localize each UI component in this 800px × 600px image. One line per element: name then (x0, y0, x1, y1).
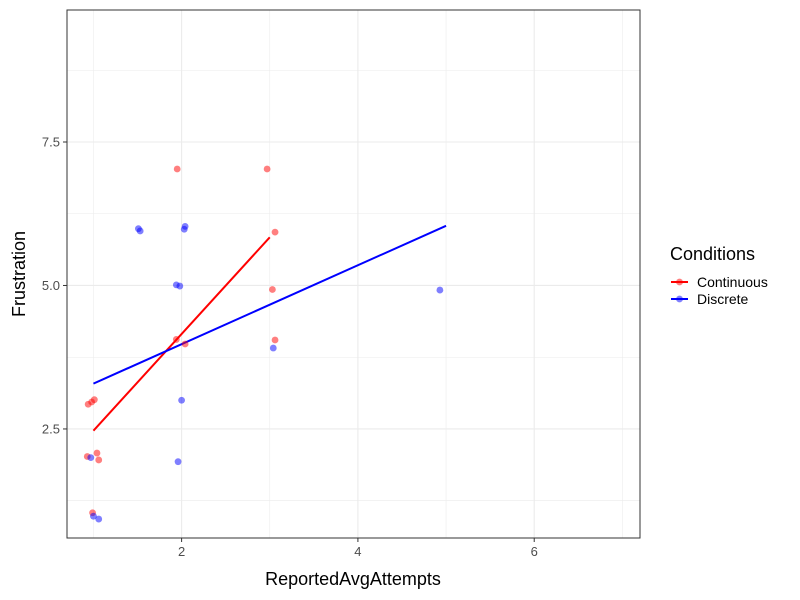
trend-line-discrete (93, 224, 447, 385)
y-tick-label: 7.5 (42, 135, 60, 150)
data-point-discrete (176, 282, 184, 290)
data-point-discrete (181, 222, 189, 230)
data-point-continuous (271, 228, 279, 236)
x-axis: 2 4 6 (178, 538, 538, 559)
legend-key-point-continuous (676, 278, 683, 286)
legend-label-discrete: Discrete (697, 291, 749, 307)
data-point-discrete (174, 458, 182, 466)
data-point-continuous (95, 456, 103, 464)
data-point-discrete (178, 396, 186, 404)
minor-gridlines (67, 10, 640, 538)
data-point-continuous (268, 286, 276, 293)
data-point-discrete (90, 512, 97, 520)
panel-border (66, 9, 641, 539)
x-axis-title: ReportedAvgAttempts (265, 569, 441, 589)
x-tick-label: 2 (178, 544, 185, 559)
y-axis-title: Frustration (9, 231, 29, 317)
data-point-continuous (173, 165, 181, 173)
data-point-continuous (93, 449, 101, 457)
y-tick-label: 2.5 (42, 421, 60, 436)
legend-label-continuous: Continuous (697, 274, 768, 290)
x-tick-label: 4 (354, 544, 361, 559)
data-point-continuous (90, 396, 98, 404)
legend-key-point-discrete (676, 295, 683, 303)
trend-line-continuous (92, 236, 271, 432)
trend-lines (92, 224, 447, 432)
data-point-discrete (269, 344, 277, 352)
major-gridlines (67, 10, 640, 538)
panel-background (67, 10, 640, 538)
data-point-discrete (436, 286, 444, 294)
y-tick-label: 5.0 (42, 278, 60, 293)
data-point-discrete (136, 227, 144, 235)
data-point-continuous (263, 165, 271, 173)
data-point-continuous (172, 336, 180, 343)
data-points (83, 165, 444, 523)
y-axis: 2.5 5.0 7.5 (42, 135, 67, 436)
x-tick-label: 6 (531, 544, 538, 559)
data-point-discrete (87, 454, 95, 462)
data-point-continuous (271, 336, 279, 344)
data-point-continuous (181, 340, 189, 348)
legend-title: Conditions (670, 244, 755, 264)
data-point-discrete (95, 515, 103, 523)
